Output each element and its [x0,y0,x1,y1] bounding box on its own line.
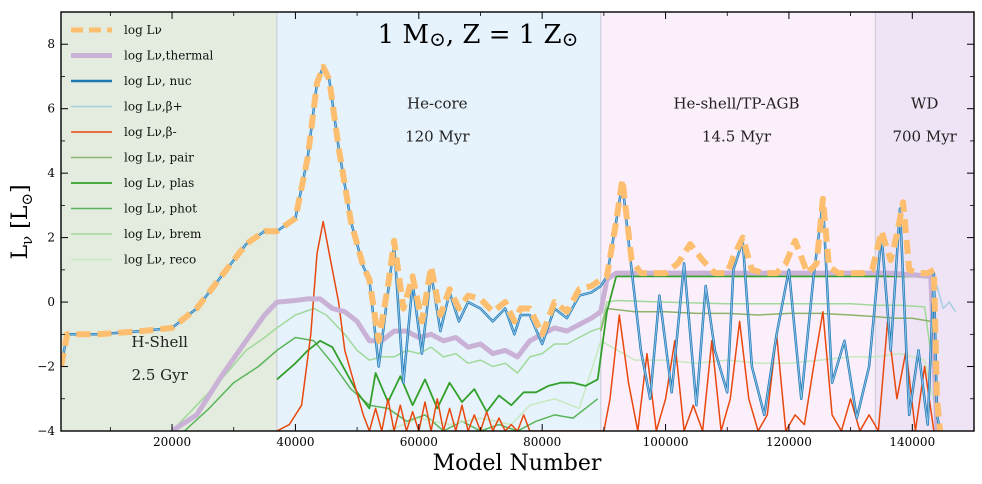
legend-label-9: log Lν, brem [124,227,202,241]
legend-label-8: log Lν, phot [124,202,197,216]
legend-label-6: log Lν, pair [124,151,194,165]
y-tick-label: 4 [47,166,55,180]
series-line-lnu [276,220,935,431]
y-tick-label: −2 [37,360,55,374]
y-tick-label: 2 [47,231,55,245]
series-line-lnu [61,63,944,431]
y-tick-label: −4 [37,424,55,438]
phase-label-he-core: He-core [407,95,468,113]
x-tick-label: 140000 [889,435,935,449]
phase-label-wd: WD [911,95,938,113]
phase-duration-h-shell: 2.5 Gyr [132,366,189,384]
phase-label-he-shell-tp-agb: He-shell/TP-AGB [673,95,799,113]
x-tick-label: 80000 [523,435,561,449]
series-line-lnu-reco [387,340,938,431]
x-axis-label: Model Number [433,451,602,476]
legend: log Lν log Lν,thermal log Lν, nuc log Lν,β+… [71,23,214,267]
series-lines [61,63,957,431]
legend-label-1: log Lν [124,23,162,37]
axes-ticks: 20000 40000 60000 80000 100000 120000 140000 −4… [37,11,975,449]
phase-region-he-shell-tp-agb [600,12,876,431]
series-line-lnu-plas [276,275,938,415]
phase-duration-he-shell-tp-agb: 14.5 Myr [702,128,772,146]
y-tick-label: 8 [47,37,55,51]
phase-backgrounds [61,12,974,431]
legend-label-5: log Lν,β- [124,125,177,139]
phase-duration-he-core: 120 Myr [405,128,470,146]
legend-label-4: log Lν,β+ [124,100,183,114]
x-tick-label: 100000 [643,435,689,449]
legend-label-10: log Lν, reco [124,253,196,267]
series-line-lnu-brem [171,299,938,431]
series-line-lnu-thermal [170,270,940,431]
x-tick-label: 120000 [766,435,812,449]
legend-label-2: log Lν,thermal [124,49,214,63]
y-axis-label: Lν [L⊙] [8,184,36,259]
x-tick-label: 20000 [153,435,191,449]
y-tick-label: 6 [47,102,55,116]
legend-label-3: log Lν, nuc [124,74,192,88]
x-tick-label: 40000 [276,435,314,449]
x-tick-label: 60000 [400,435,438,449]
series-line-lnu [936,285,957,313]
phase-label-h-shell: H-Shell [131,333,188,351]
chart-title: 1 M⊙, Z = 1 Z⊙ [378,20,579,51]
phase-duration-wd: 700 Myr [892,128,957,146]
y-tick-label: 0 [47,295,55,309]
phase-labels: H-Shell 2.5 Gyr He-core 120 Myr He-shell/TP-… [131,95,957,385]
plot-frame [60,11,975,432]
legend-label-7: log Lν, plas [124,176,194,190]
